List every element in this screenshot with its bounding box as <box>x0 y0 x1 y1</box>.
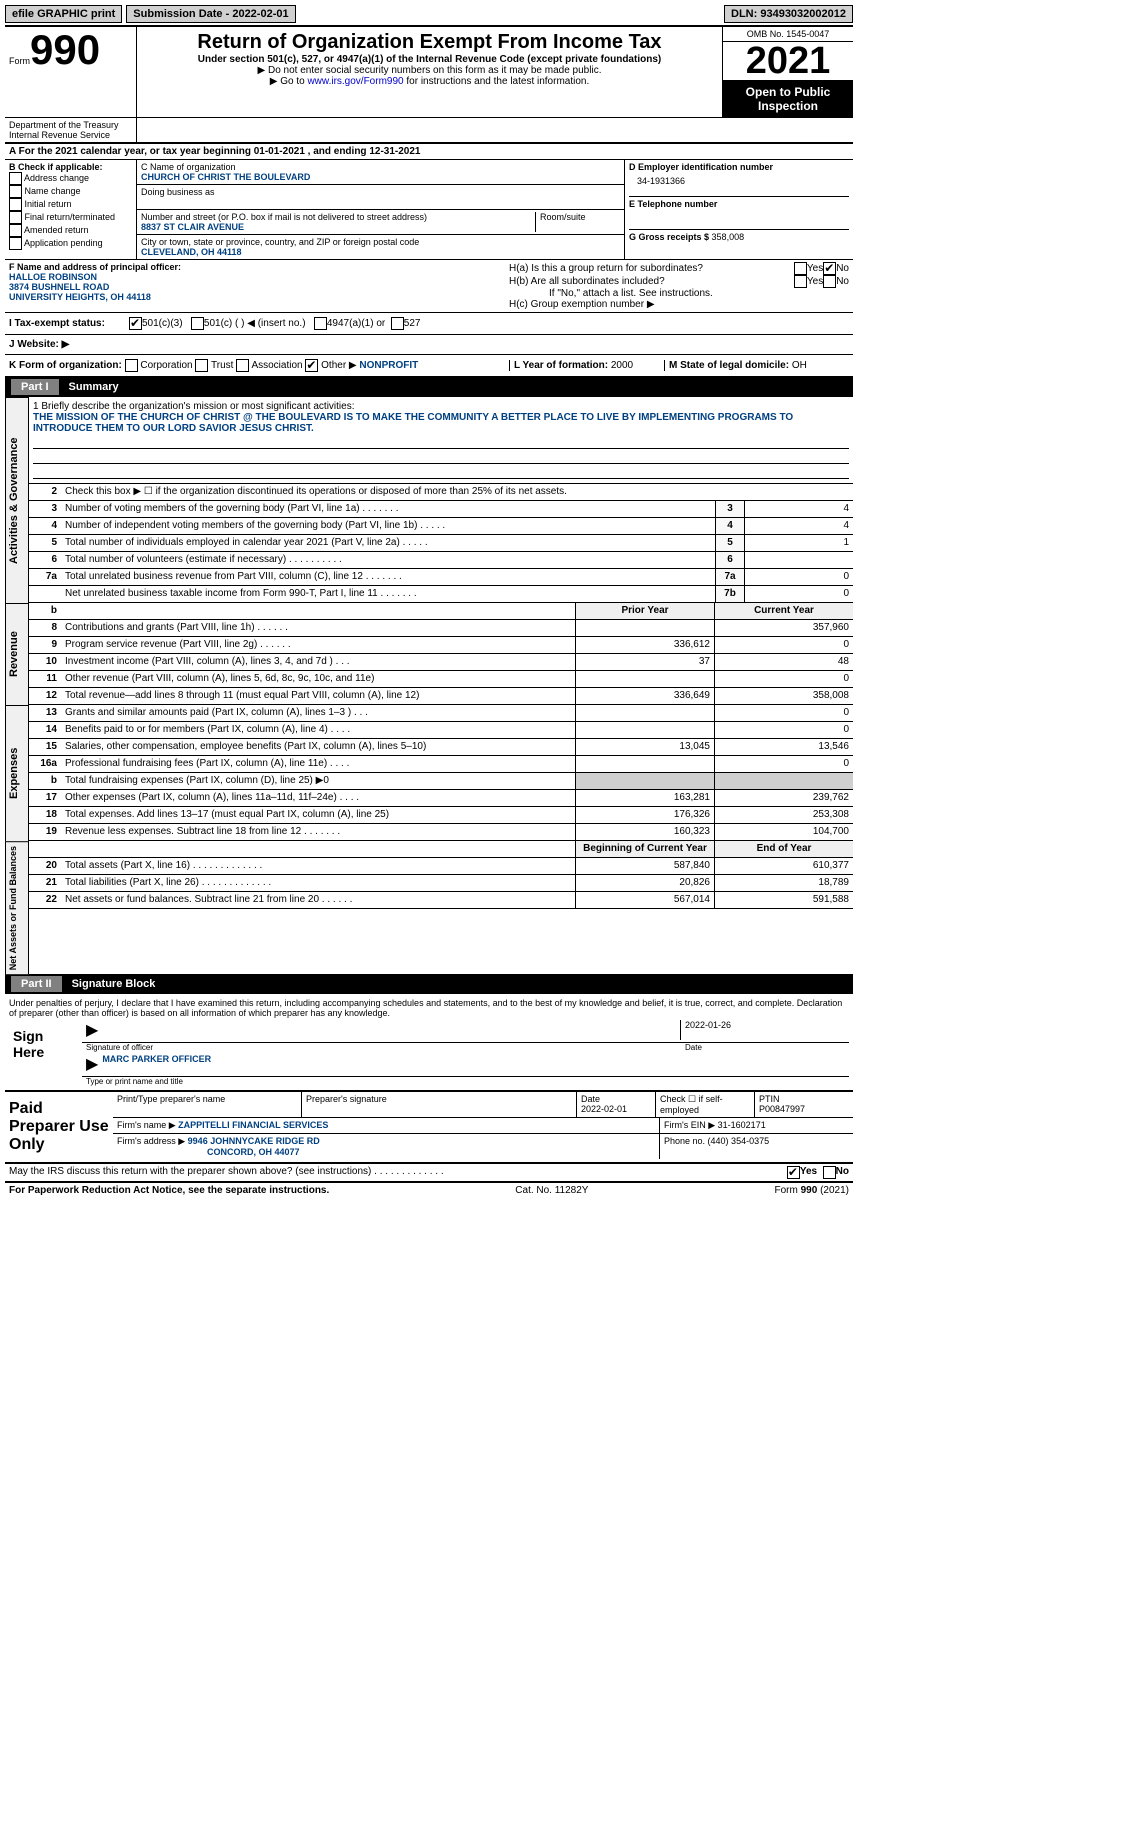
table-row: 22Net assets or fund balances. Subtract … <box>29 892 853 909</box>
table-row: 5Total number of individuals employed in… <box>29 535 853 552</box>
table-row: 20Total assets (Part X, line 16) . . . .… <box>29 858 853 875</box>
table-row: 14Benefits paid to or for members (Part … <box>29 722 853 739</box>
table-row: 8Contributions and grants (Part VIII, li… <box>29 620 853 637</box>
form-header: Form990 Return of Organization Exempt Fr… <box>5 25 853 118</box>
line-a: A For the 2021 calendar year, or tax yea… <box>5 144 853 160</box>
dept-row: Department of the Treasury Internal Reve… <box>5 118 853 144</box>
table-row: 3Number of voting members of the governi… <box>29 501 853 518</box>
dln-box: DLN: 93493032002012 <box>724 5 853 23</box>
col-d: D Employer identification number 34-1931… <box>625 160 853 259</box>
table-row: 16aProfessional fundraising fees (Part I… <box>29 756 853 773</box>
table-row: 18Total expenses. Add lines 13–17 (must … <box>29 807 853 824</box>
part1-header: Part I Summary <box>5 377 853 397</box>
table-row: 11Other revenue (Part VIII, column (A), … <box>29 671 853 688</box>
table-row: 13Grants and similar amounts paid (Part … <box>29 705 853 722</box>
header-right: OMB No. 1545-0047 2021 Open to Public In… <box>722 27 853 117</box>
irs-link[interactable]: www.irs.gov/Form990 <box>307 76 403 87</box>
topbar: efile GRAPHIC print Submission Date - 20… <box>5 5 853 23</box>
table-row: 10Investment income (Part VIII, column (… <box>29 654 853 671</box>
col-b: B Check if applicable: Address change Na… <box>5 160 137 259</box>
table-row: 12Total revenue—add lines 8 through 11 (… <box>29 688 853 705</box>
paid-preparer: Paid Preparer Use Only Print/Type prepar… <box>5 1092 853 1164</box>
submission-box: Submission Date - 2022-02-01 <box>126 5 295 23</box>
form-number-box: Form990 <box>5 27 137 117</box>
signature-section: Under penalties of perjury, I declare th… <box>5 994 853 1092</box>
table-row: 17Other expenses (Part IX, column (A), l… <box>29 790 853 807</box>
footer: For Paperwork Reduction Act Notice, see … <box>5 1183 853 1198</box>
table-row: 4Number of independent voting members of… <box>29 518 853 535</box>
summary-revenue: Revenue b Prior Year Current Year 8Contr… <box>5 603 853 705</box>
website-row: J Website: ▶ <box>5 335 853 355</box>
part2-header: Part II Signature Block <box>5 974 853 994</box>
table-row: 15Salaries, other compensation, employee… <box>29 739 853 756</box>
summary-governance: Activities & Governance 1 Briefly descri… <box>5 397 853 603</box>
summary-expenses: Expenses 13Grants and similar amounts pa… <box>5 705 853 841</box>
may-irs-row: May the IRS discuss this return with the… <box>5 1164 853 1183</box>
tax-status: I Tax-exempt status: 501(c)(3) 501(c) ( … <box>5 313 853 335</box>
section-bcd: B Check if applicable: Address change Na… <box>5 160 853 260</box>
table-row: 19Revenue less expenses. Subtract line 1… <box>29 824 853 841</box>
summary-netassets: Net Assets or Fund Balances Beginning of… <box>5 841 853 974</box>
table-row: 6Total number of volunteers (estimate if… <box>29 552 853 569</box>
table-row: bTotal fundraising expenses (Part IX, co… <box>29 773 853 790</box>
col-c: C Name of organization CHURCH OF CHRIST … <box>137 160 625 259</box>
table-row: 21Total liabilities (Part X, line 26) . … <box>29 875 853 892</box>
k-row: K Form of organization: Corporation Trus… <box>5 355 853 377</box>
section-fgh: F Name and address of principal officer:… <box>5 260 853 313</box>
table-row: Net unrelated business taxable income fr… <box>29 586 853 603</box>
efile-button[interactable]: efile GRAPHIC print <box>5 5 122 23</box>
header-title: Return of Organization Exempt From Incom… <box>137 27 722 117</box>
table-row: 7aTotal unrelated business revenue from … <box>29 569 853 586</box>
table-row: 9Program service revenue (Part VIII, lin… <box>29 637 853 654</box>
